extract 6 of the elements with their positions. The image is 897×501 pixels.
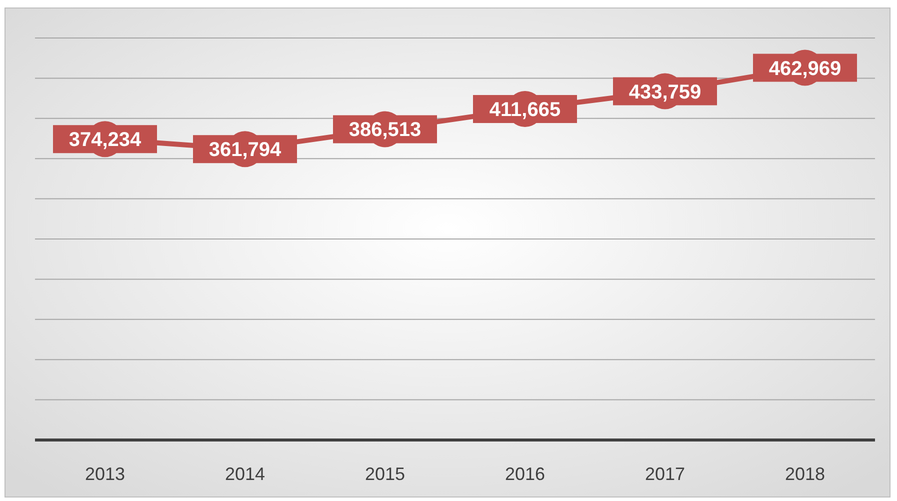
x-tick-label: 2017 <box>644 464 686 484</box>
x-tick-label: 2016 <box>504 464 546 484</box>
x-tick-label: 2013 <box>84 464 126 484</box>
x-tick-label: 2018 <box>784 464 826 484</box>
x-tick-label: 2014 <box>224 464 266 484</box>
x-tick-label: 2015 <box>364 464 406 484</box>
